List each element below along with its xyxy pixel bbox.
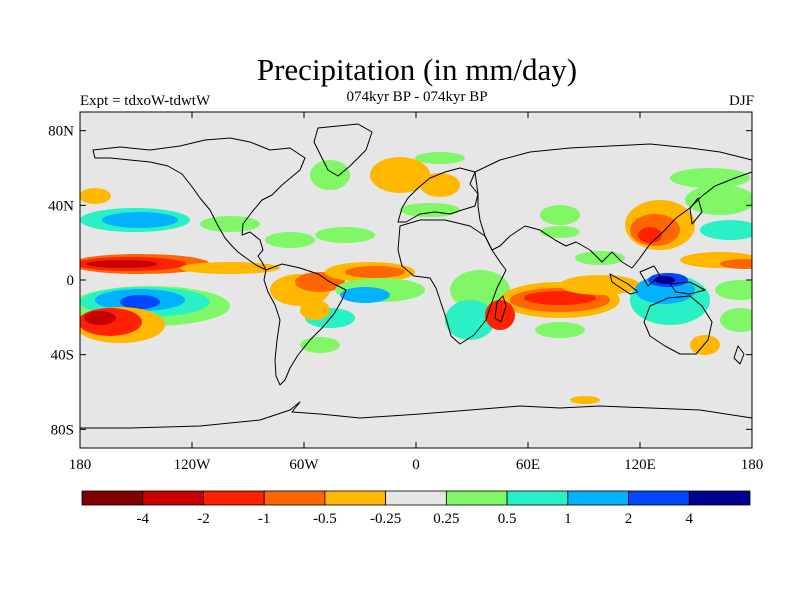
colorbar-label: -4 [136,511,149,527]
lat-tick-label: 40S [51,348,74,364]
colorbar-label: 2 [625,511,633,527]
coastline-australia [643,295,713,355]
coastline-borneo [639,265,661,287]
anomaly-patch [400,203,460,217]
colorbar-label: 0.5 [498,511,517,527]
anomaly-patch [200,216,260,232]
colorbar-label: 0.25 [433,511,459,527]
colorbar-swatch [628,490,690,506]
colorbar-swatch [324,490,387,506]
anomaly-patch [340,287,390,303]
colorbar-swatch [567,490,629,506]
plot-subtitle: 074kyr BP - 074kyr BP [346,89,488,105]
anomaly-patch [445,300,495,340]
coastline-south-america [263,263,347,386]
coastline-antarctica [80,401,752,429]
coastline-europe [397,167,479,223]
lat-tick-label: 80N [48,124,74,140]
anomaly-patch [80,188,111,204]
coastlines [80,123,752,429]
colorbar-swatch [81,490,144,506]
anomaly-field [80,152,752,404]
lat-tick-label: 80S [51,422,74,438]
anomaly-patch [560,275,640,295]
colorbar-label: -2 [197,511,210,527]
lat-tick-label: 40N [48,198,74,214]
anomaly-patch [415,152,465,164]
anomaly-patch [180,262,280,274]
anomaly-patch [570,396,600,404]
coastline-eurasia [474,143,752,269]
axis-ticks: 80N 40N 0 40S 80S 180 120W 60W 0 60E 120E 180 [48,112,763,473]
anomaly-patch [540,226,580,238]
experiment-label: Expt = tdxoW-tdwtW [80,93,211,109]
anomaly-patch [638,227,662,243]
anomaly-patch [685,185,752,215]
colorbar-swatch [142,490,204,506]
colorbar-swatch [203,490,265,506]
lon-tick-label: 120W [174,457,212,473]
anomaly-patch [720,308,752,332]
colorbar-swatch [385,490,447,506]
anomaly-patch [535,322,585,338]
anomaly-patch [310,160,350,190]
lon-tick-label: 120E [624,457,656,473]
anomaly-patch [84,311,116,325]
colorbar: -4 -2 -1 -0.5 -0.25 0.25 0.5 1 2 4 [81,490,751,527]
lon-tick-label: 180 [741,457,764,473]
anomaly-patch [485,300,515,330]
anomaly-patch [370,157,430,193]
colorbar-label: -1 [258,511,271,527]
anomaly-patch [300,337,340,353]
anomaly-patch [720,259,752,269]
season-label: DJF [728,93,754,109]
anomaly-patch [690,335,720,355]
coastline-north-america [92,137,306,271]
colorbar-swatch [688,490,751,506]
anomaly-patch [315,227,375,243]
plot-title: Precipitation (in mm/day) [256,52,578,87]
colorbar-label: 1 [564,511,572,527]
lon-tick-label: 0 [412,457,420,473]
coastline-africa [397,219,507,345]
coastline-new-guinea [669,281,706,295]
anomaly-patch [670,168,750,188]
anomaly-patch [655,276,675,284]
coastline-japan [689,197,703,225]
lon-tick-label: 180 [69,457,92,473]
anomaly-patch [450,270,510,310]
colorbar-label: -0.5 [313,511,337,527]
coastline-madagascar [494,295,507,323]
anomaly-patch [345,266,405,278]
anomaly-patch [120,295,160,309]
anomaly-patch [700,220,752,240]
anomaly-patch [86,260,158,268]
colorbar-label: -0.25 [370,511,401,527]
colorbar-swatch [263,490,326,506]
anomaly-patch [524,291,596,305]
colorbar-label: 4 [686,511,694,527]
coastline-new-zealand [733,345,745,365]
lon-tick-label: 60E [516,457,540,473]
anomaly-patch [575,251,625,265]
anomaly-patch [540,205,580,225]
coastline-sumatra [609,273,639,295]
lon-tick-label: 60W [289,457,319,473]
lat-tick-label: 0 [67,273,75,289]
anomaly-patch [300,300,330,320]
colorbar-swatch [445,490,508,506]
anomaly-patch [715,280,752,300]
anomaly-patch [265,232,315,248]
anomaly-patch [420,173,460,197]
anomaly-patch [102,212,178,228]
coastline-greenland [313,123,373,177]
colorbar-swatch [506,490,569,506]
